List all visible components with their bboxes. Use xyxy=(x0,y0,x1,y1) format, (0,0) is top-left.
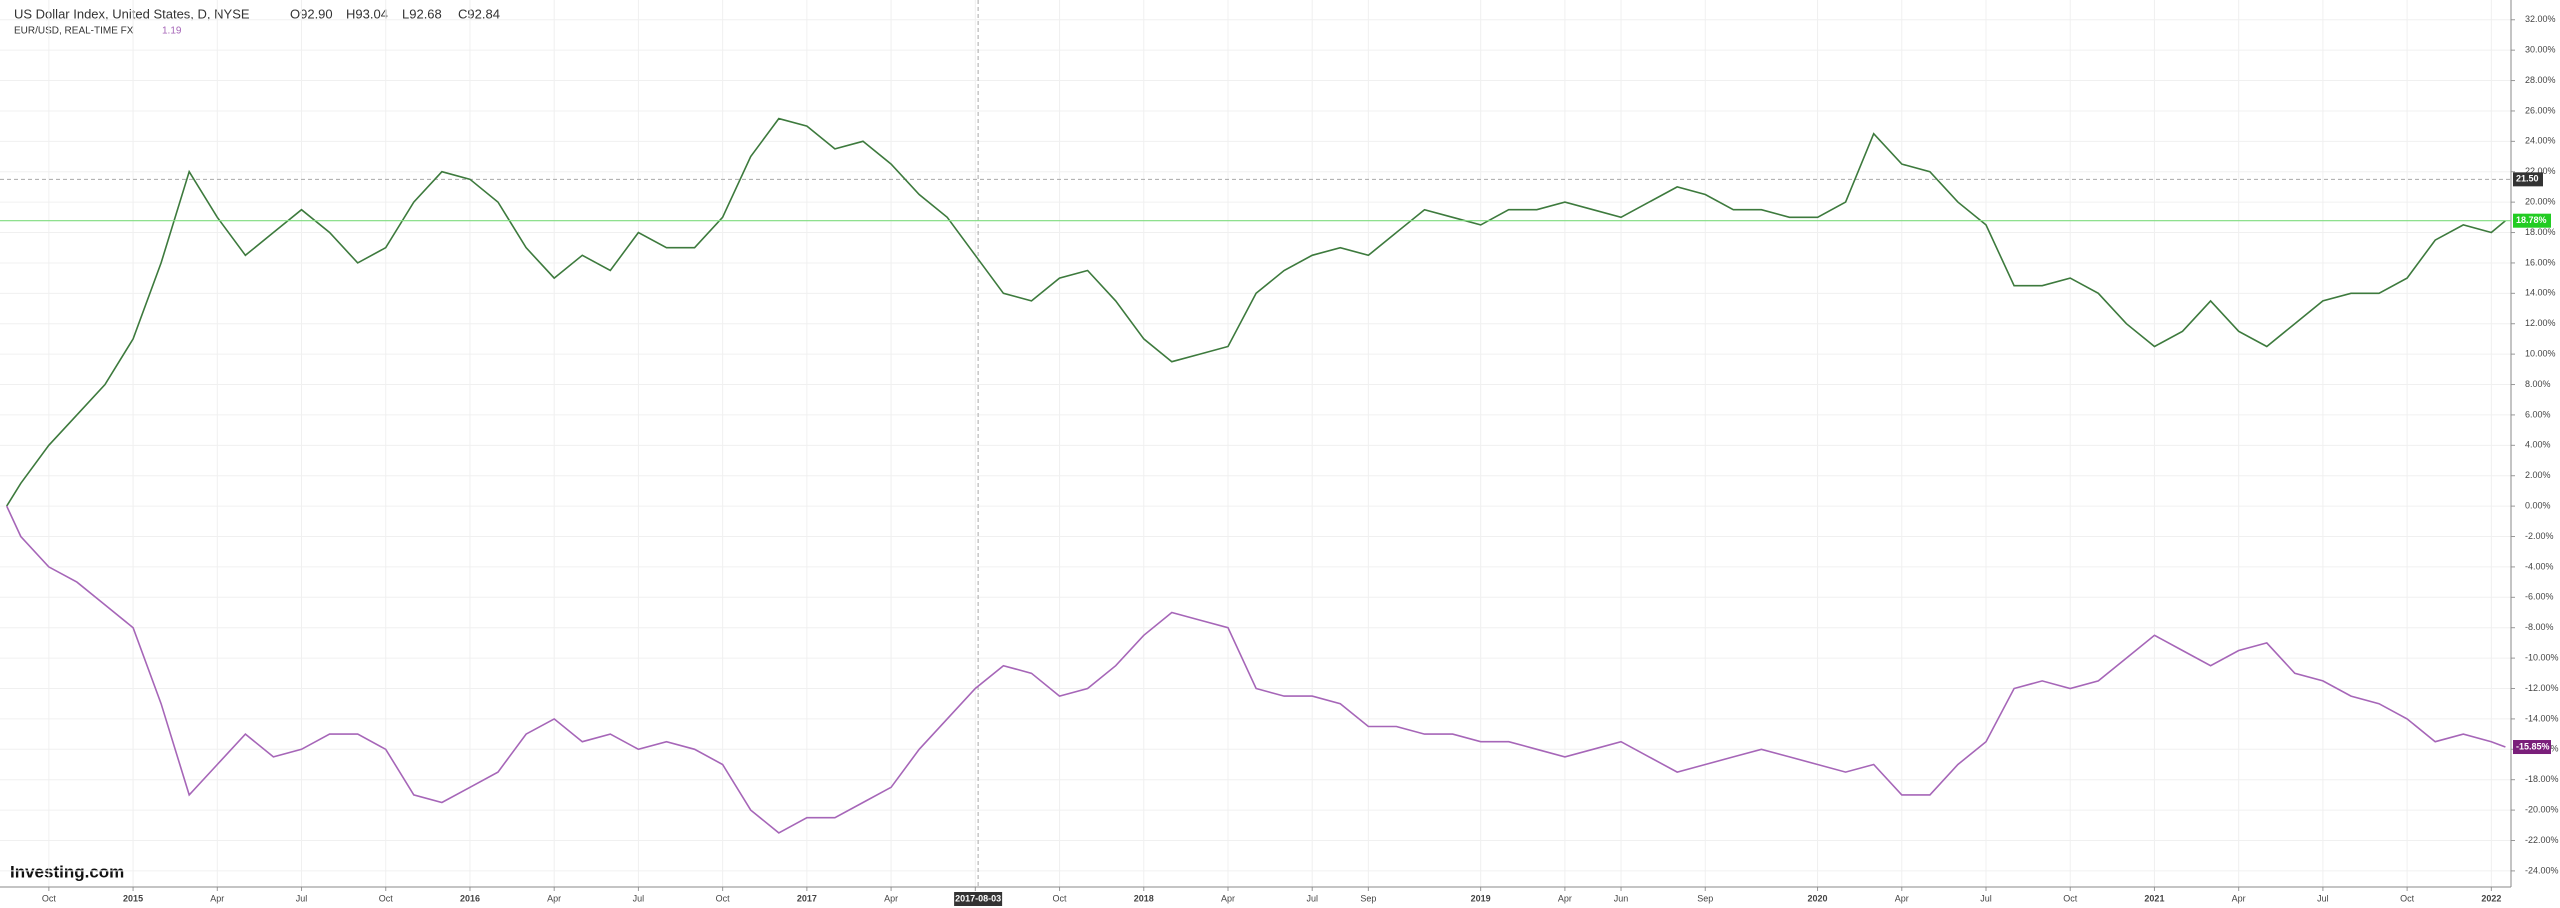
x-tick-label: Apr xyxy=(210,893,224,903)
x-tick-label: 2021 xyxy=(2144,893,2164,903)
x-tick-label: 2018 xyxy=(1134,893,1154,903)
y-tick-label: -22.00% xyxy=(2525,835,2559,845)
header-quote: C92.84 xyxy=(458,6,500,21)
x-tick-label: 2019 xyxy=(1471,893,1491,903)
x-tick-label: 2020 xyxy=(1808,893,1828,903)
y-tick-label: -24.00% xyxy=(2525,865,2559,875)
y-tick-label: 14.00% xyxy=(2525,288,2556,298)
x-tick-label: Apr xyxy=(1558,893,1572,903)
x-tick-label: Jul xyxy=(1306,893,1318,903)
x-tick-label: Jul xyxy=(1980,893,1992,903)
y-tick-label: -8.00% xyxy=(2525,622,2554,632)
y-tick-label: -2.00% xyxy=(2525,531,2554,541)
series-line xyxy=(5,505,2506,834)
crosshair-y-label: 21.50 xyxy=(2516,174,2539,184)
x-tick-label: 2015 xyxy=(123,893,143,903)
x-tick-label: Apr xyxy=(547,893,561,903)
x-tick-label: 2016 xyxy=(460,893,480,903)
x-tick-label: Oct xyxy=(2400,893,2415,903)
header-quote: H93.04 xyxy=(346,6,388,21)
y-tick-label: 30.00% xyxy=(2525,45,2556,55)
header-quote: O92.90 xyxy=(290,6,333,21)
x-tick-label: Sep xyxy=(1360,893,1376,903)
y-tick-label: 32.00% xyxy=(2525,14,2556,24)
crosshair-y-box xyxy=(2513,172,2543,187)
y-tick-label: 4.00% xyxy=(2525,440,2551,450)
crosshair-x-label: 2017-08-03 xyxy=(955,893,1001,903)
y-tick-label: 8.00% xyxy=(2525,379,2551,389)
y-tick-label: 2.00% xyxy=(2525,470,2551,480)
x-tick-label: Apr xyxy=(1221,893,1235,903)
last-value-label: -15.85% xyxy=(2516,741,2550,751)
x-tick-label: Sep xyxy=(1697,893,1713,903)
y-tick-label: 28.00% xyxy=(2525,75,2556,85)
series-line xyxy=(6,117,2506,507)
y-tick-label: 18.00% xyxy=(2525,227,2556,237)
y-tick-label: -4.00% xyxy=(2525,561,2554,571)
y-tick-label: 20.00% xyxy=(2525,197,2556,207)
last-value-box xyxy=(2513,213,2551,228)
y-tick-label: -10.00% xyxy=(2525,652,2559,662)
header-compare-quote: 1.19 xyxy=(162,26,182,37)
y-tick-label: 10.00% xyxy=(2525,349,2556,359)
header-quote: L92.68 xyxy=(402,6,442,21)
y-tick-label: -14.00% xyxy=(2525,713,2559,723)
x-tick-label: Jul xyxy=(633,893,645,903)
y-tick-label: 26.00% xyxy=(2525,105,2556,115)
y-tick-label: 22.00% xyxy=(2525,166,2556,176)
x-tick-label: Apr xyxy=(884,893,898,903)
y-tick-label: -20.00% xyxy=(2525,804,2559,814)
x-tick-label: Oct xyxy=(2063,893,2078,903)
y-tick-label: -6.00% xyxy=(2525,592,2554,602)
x-tick-label: Oct xyxy=(1053,893,1068,903)
y-tick-label: 12.00% xyxy=(2525,318,2556,328)
last-value-label: 18.78% xyxy=(2516,215,2547,225)
y-tick-label: 6.00% xyxy=(2525,409,2551,419)
x-tick-label: Oct xyxy=(716,893,731,903)
last-value-box xyxy=(2513,740,2551,755)
crosshair-x-box xyxy=(954,892,1003,906)
x-tick-label: Apr xyxy=(2232,893,2246,903)
x-tick-label: Oct xyxy=(379,893,394,903)
y-tick-label: 16.00% xyxy=(2525,257,2556,267)
y-tick-label: -12.00% xyxy=(2525,683,2559,693)
header-compare: EUR/USD, REAL-TIME FX xyxy=(14,26,134,37)
y-tick-label: -18.00% xyxy=(2525,774,2559,784)
x-tick-label: 2022 xyxy=(2481,893,2501,903)
header-name: US Dollar Index, United States, D, NYSE xyxy=(14,6,250,21)
y-tick-label: 0.00% xyxy=(2525,500,2551,510)
x-tick-label: Jul xyxy=(296,893,308,903)
x-tick-label: Jun xyxy=(1614,893,1629,903)
x-tick-label: Apr xyxy=(1895,893,1909,903)
x-tick-label: 2017 xyxy=(797,893,817,903)
y-tick-label: 24.00% xyxy=(2525,136,2556,146)
x-tick-label: Jul xyxy=(2317,893,2329,903)
x-tick-label: Oct xyxy=(42,893,57,903)
logo: Investing.com xyxy=(10,862,124,881)
